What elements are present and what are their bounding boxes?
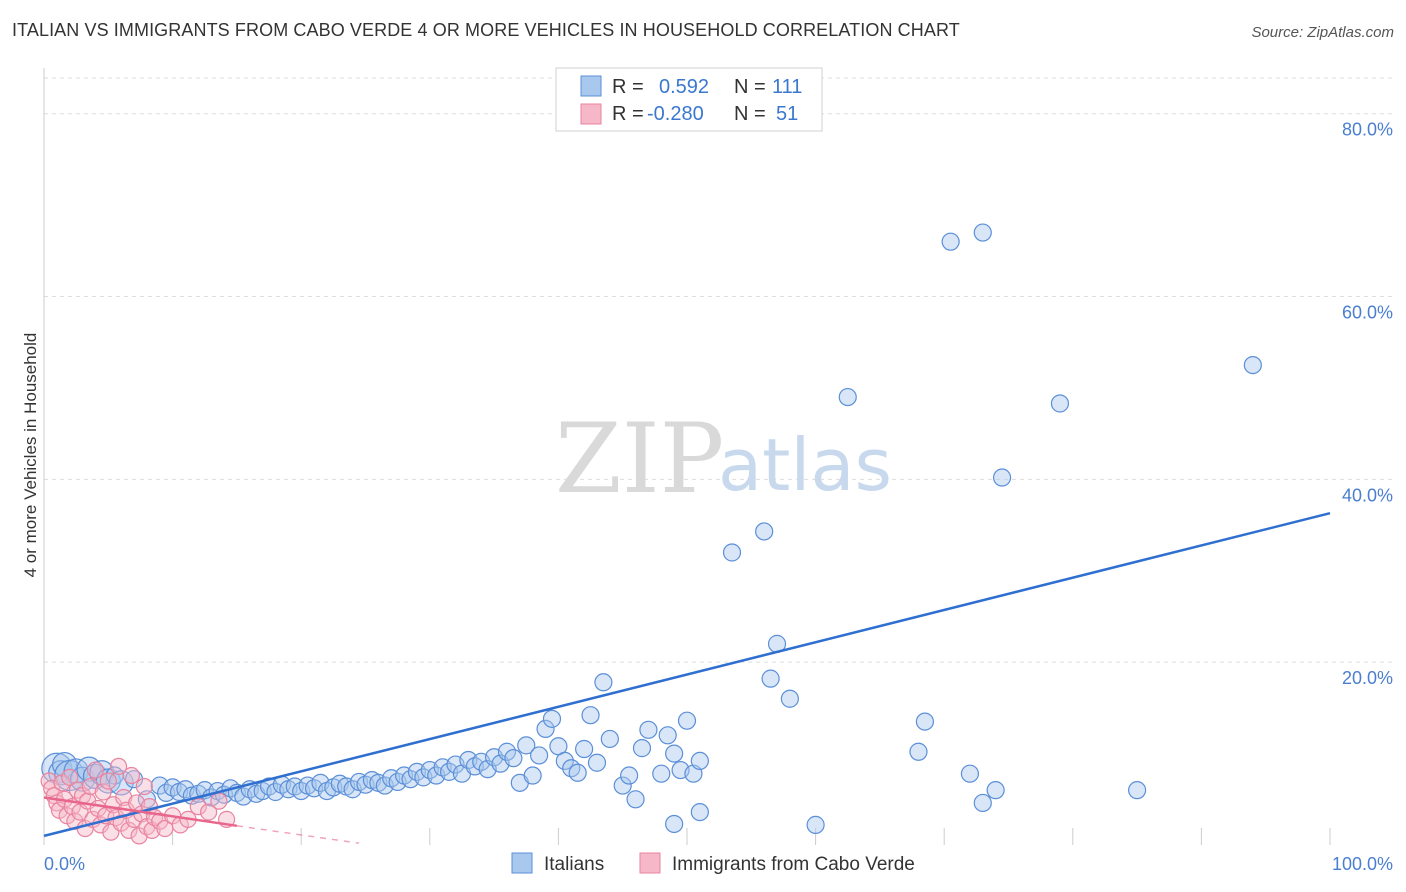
legend-swatch-blue xyxy=(580,75,602,97)
grid-lines xyxy=(44,77,1392,663)
y-axis-label: 4 or more Vehicles in Household xyxy=(21,333,40,578)
italians-point xyxy=(838,387,857,407)
cabo-verde-trend-extension xyxy=(236,825,360,844)
cabo-verde-point xyxy=(189,798,207,816)
italians-point xyxy=(780,689,799,708)
italians-point xyxy=(973,793,992,813)
y-tick-label-20: 20.0% xyxy=(1342,668,1393,688)
italians-point xyxy=(587,753,607,772)
trend-lines xyxy=(43,511,1331,844)
cabo-verde-point xyxy=(115,788,133,807)
legend-r-value-2: -0.280 xyxy=(647,103,704,125)
series-legend: Italians Immigrants from Cabo Verde xyxy=(511,852,915,875)
watermark-zip: ZIP xyxy=(555,403,724,515)
cabo-verde-point xyxy=(99,772,117,790)
cabo-verde-point xyxy=(86,761,105,779)
italians-point xyxy=(504,749,523,768)
bottom-legend-swatch-italians xyxy=(511,852,533,874)
x-tick-label-min: 0.0% xyxy=(44,854,85,874)
italians-point xyxy=(677,711,697,730)
legend-swatch-pink xyxy=(580,103,602,125)
legend-n-label-2: N = xyxy=(734,103,766,125)
legend-r-label-2: R = xyxy=(612,103,644,125)
watermark-atlas: atlas xyxy=(718,423,892,507)
cabo-verde-point xyxy=(120,821,138,839)
italians-point xyxy=(986,781,1005,800)
italians-point xyxy=(542,709,562,728)
x-tick-label-max: 100.0% xyxy=(1332,854,1393,874)
cabo-verde-point xyxy=(94,783,112,801)
legend-n-value-2: 51 xyxy=(776,103,798,125)
legend-r-value-1: 0.592 xyxy=(659,76,709,98)
axis-ticks: 20.0% 40.0% 60.0% 80.0% xyxy=(43,120,1393,845)
watermark: ZIP atlas xyxy=(555,403,892,515)
bottom-legend-swatch-cabo-verde xyxy=(639,852,661,874)
italians-point xyxy=(1050,394,1070,413)
italians-point xyxy=(973,223,992,242)
italians-trend-line xyxy=(43,511,1331,838)
italians-point xyxy=(575,739,594,759)
italians-point xyxy=(665,744,684,763)
cabo-verde-point xyxy=(135,777,153,796)
italians-point xyxy=(632,739,652,758)
italians-point xyxy=(581,706,600,725)
italians-point xyxy=(1127,781,1147,800)
italians-point xyxy=(536,719,555,739)
cabo-verde-trend-line xyxy=(43,796,238,828)
italians-point xyxy=(690,802,709,822)
y-tick-label-80: 80.0% xyxy=(1342,120,1393,140)
italians-point xyxy=(941,232,960,251)
italians-point xyxy=(594,673,613,692)
italians-point xyxy=(761,669,780,688)
source-label: Source: ZipAtlas.com xyxy=(1251,24,1394,41)
cabo-verde-point xyxy=(122,766,141,785)
italians-point xyxy=(626,790,645,809)
cabo-verde-point xyxy=(210,792,228,810)
italians-point xyxy=(960,764,980,783)
italians-point xyxy=(620,766,639,785)
italians-point xyxy=(517,736,536,755)
italians-point xyxy=(722,543,742,562)
italians-point xyxy=(658,726,677,745)
cabo-verde-point xyxy=(200,803,218,821)
italians-point xyxy=(600,729,619,749)
italians-point xyxy=(639,720,658,739)
legend-r-label-1: R = xyxy=(612,76,644,98)
cabo-verde-point xyxy=(81,777,99,796)
italians-point xyxy=(755,522,774,541)
y-tick-label-40: 40.0% xyxy=(1342,485,1393,505)
italians-point xyxy=(555,751,574,771)
italians-point xyxy=(909,742,928,761)
italians-point xyxy=(523,766,542,785)
bottom-legend-cabo-verde: Immigrants from Cabo Verde xyxy=(672,854,915,875)
bottom-legend-italians: Italians xyxy=(544,854,604,875)
italians-point xyxy=(568,763,587,782)
stats-legend: R = 0.592 N = 111 R = -0.280 N = 51 xyxy=(555,67,823,132)
cabo-verde-point xyxy=(109,757,128,775)
italians-point xyxy=(806,815,825,834)
italians-point xyxy=(915,712,935,731)
italians-point xyxy=(992,468,1012,487)
chart-title: ITALIAN VS IMMIGRANTS FROM CABO VERDE 4 … xyxy=(12,20,960,40)
italians-point xyxy=(1243,355,1262,375)
legend-n-value-1: 111 xyxy=(772,76,802,98)
italians-point xyxy=(652,764,671,783)
cabo-verde-point xyxy=(61,768,79,786)
y-tick-label-60: 60.0% xyxy=(1342,303,1393,323)
italians-point xyxy=(665,814,684,834)
italians-points xyxy=(41,223,1262,834)
italians-point xyxy=(690,751,709,771)
italians-point xyxy=(613,776,632,795)
italians-point xyxy=(51,751,78,778)
legend-n-label-1: N = xyxy=(734,76,766,98)
italians-point xyxy=(530,746,549,765)
